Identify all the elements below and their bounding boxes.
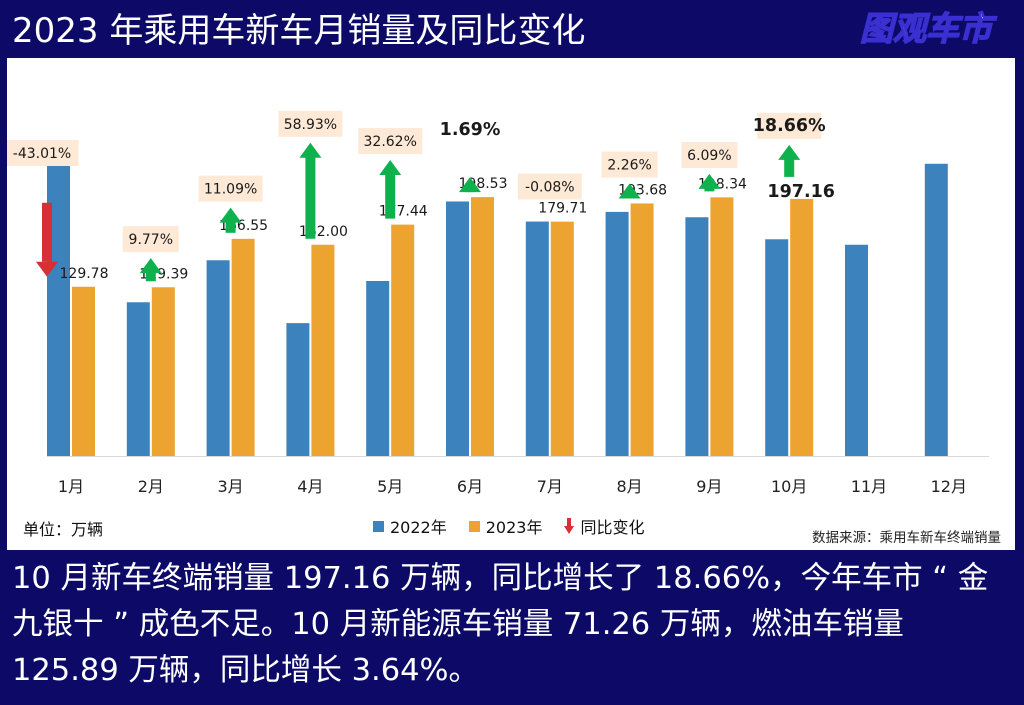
description-text: 10 月新车终端销量 197.16 万辆，同比增长了 18.66%，今年车市 “… (12, 561, 989, 688)
yoy-up-arrow-shaft (225, 221, 236, 233)
yoy-label: 6.09% (687, 148, 731, 164)
bar-2022 (446, 201, 469, 456)
x-tick-label: 6月 (457, 477, 483, 496)
bar-2022 (126, 302, 150, 456)
logo: 图观车市 (859, 8, 998, 49)
legend-label-2023: 2023年 (485, 518, 543, 537)
x-tick-label: 3月 (218, 477, 244, 496)
yoy-up-arrow-head (698, 173, 721, 189)
legend-item-yoy: 同比变化 (564, 514, 644, 538)
x-tick-label: 9月 (696, 477, 722, 496)
bar-2023 (311, 244, 335, 456)
yoy-up-arrow-head (778, 144, 801, 160)
yoy-label: 2.26% (607, 157, 651, 173)
data-label-2023: 179.71 (538, 201, 587, 217)
yoy-down-arrow-head (36, 261, 58, 277)
bar-2023 (151, 287, 175, 456)
data-label-2023: 197.16 (767, 182, 835, 202)
bar-2023 (471, 197, 494, 456)
yoy-label: 58.93% (284, 117, 337, 133)
bar-2022 (605, 211, 629, 456)
page-title: 2023 年乘用车新车月销量及同比变化 (12, 11, 586, 51)
legend-item-2023: 2023年 (468, 514, 543, 538)
yoy-label: -0.08% (525, 180, 575, 196)
unit-label: 单位：万辆 (23, 520, 104, 539)
chart-panel: 1月 129.78 -43.01% 2月 129.39 9.77% 3月 166.55 11.0… (7, 58, 1015, 550)
bar-2023 (231, 238, 255, 456)
yoy-label: 9.77% (129, 232, 173, 248)
yoy-up-arrow-head (379, 160, 402, 176)
yoy-label-box (757, 112, 822, 139)
yoy-label-box (122, 226, 179, 253)
x-tick-label: 7月 (537, 477, 563, 496)
yoy-up-arrow-head (139, 258, 162, 274)
legend-item-2022: 2022年 (373, 514, 447, 538)
yoy-label: 32.62% (364, 134, 417, 150)
yoy-label-box (7, 140, 79, 166)
x-tick-label: 8月 (617, 477, 643, 496)
yoy-up-arrow-shaft (385, 174, 396, 219)
legend-swatch-2022 (373, 520, 384, 532)
bar-2023 (710, 197, 734, 457)
yoy-label-box (198, 175, 263, 202)
bar-2022 (924, 163, 948, 456)
bar-2022 (47, 159, 70, 456)
x-tick-label: 12月 (931, 477, 967, 496)
yoy-label: 1.69% (440, 120, 501, 140)
yoy-up-arrow-head (219, 207, 242, 223)
bar-chart: 1月129.78-43.01%2月129.399.77%3月166.5511.0… (7, 110, 989, 496)
bar-2022 (845, 244, 868, 456)
bar-2023 (391, 224, 415, 456)
bar-2023 (550, 221, 574, 456)
bar-2022 (685, 217, 709, 456)
data-source: 数据来源：乘用车新车终端销量 (812, 530, 1001, 546)
data-label-2023: 129.78 (60, 266, 109, 282)
bar-2022 (525, 221, 549, 456)
x-tick-label: 5月 (377, 477, 403, 496)
yoy-up-arrow-shaft (784, 158, 795, 177)
bar-2023 (790, 198, 814, 456)
x-tick-label: 1月 (58, 477, 84, 496)
x-tick-label: 10月 (771, 477, 807, 496)
yoy-label: 11.09% (204, 182, 257, 198)
yoy-up-arrow-head (618, 183, 641, 199)
bar-2022 (765, 239, 789, 456)
bar-2023 (630, 203, 654, 456)
yoy-up-arrow-head (459, 177, 481, 193)
yoy-label-box (278, 110, 343, 137)
yoy-up-arrow-shaft (145, 272, 156, 282)
yoy-label-box (681, 141, 738, 168)
bar-2022 (286, 323, 310, 456)
yoy-up-arrow-head (299, 142, 322, 158)
x-tick-label: 11月 (851, 477, 887, 496)
chart-legend: 2022年 2023年 同比变化 (373, 514, 644, 538)
x-tick-label: 2月 (138, 477, 164, 496)
x-tick-label: 4月 (297, 477, 323, 496)
bar-2022 (366, 281, 390, 456)
bar-2022 (206, 260, 230, 456)
yoy-label-box (517, 173, 582, 200)
svg-text:图观车市: 图观车市 (860, 9, 997, 48)
yoy-label: 18.66% (753, 116, 826, 136)
legend-swatch-2023 (468, 520, 480, 532)
yoy-up-arrow-shaft (305, 156, 316, 239)
yoy-down-arrow-shaft (42, 202, 52, 262)
legend-label-yoy: 同比变化 (580, 518, 645, 537)
down-arrow-icon (564, 518, 575, 534)
bar-2023 (72, 286, 95, 456)
yoy-label: -43.01% (13, 146, 71, 162)
yoy-label-box (358, 128, 423, 155)
legend-label-2022: 2022年 (390, 518, 447, 537)
yoy-up-arrow-shaft (704, 187, 715, 192)
yoy-label-box (601, 151, 658, 178)
